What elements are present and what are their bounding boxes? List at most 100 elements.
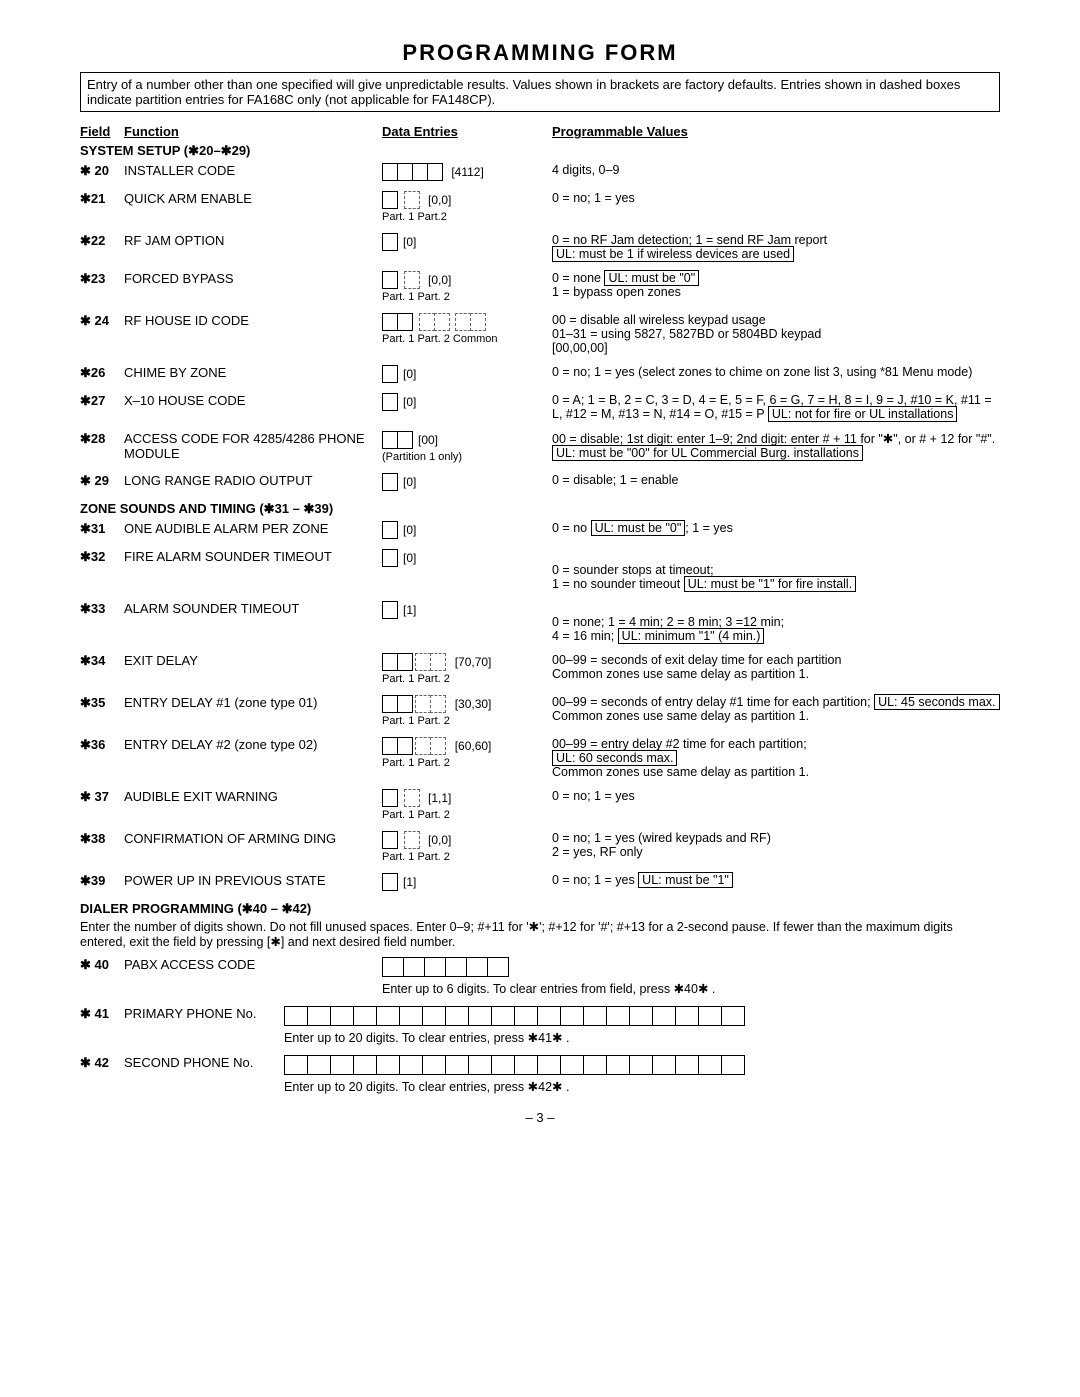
row-31: ✱31 ONE AUDIBLE ALARM PER ZONE [0] 0 = n…: [80, 521, 1000, 539]
function-label: QUICK ARM ENABLE: [124, 191, 382, 206]
field-num: ✱32: [80, 549, 124, 565]
function-label: LONG RANGE RADIO OUTPUT: [124, 473, 382, 488]
function-label: POWER UP IN PREVIOUS STATE: [124, 873, 382, 888]
page-number: – 3 –: [80, 1110, 1000, 1125]
data-entry: [0]: [382, 233, 552, 251]
field-num: ✱38: [80, 831, 124, 847]
prog-values: 0 = no; 1 = yes: [552, 789, 1000, 803]
row-36: ✱36 ENTRY DELAY #2 (zone type 02) [60,60…: [80, 737, 1000, 779]
field-num: ✱23: [80, 271, 124, 287]
row-34: ✱34 EXIT DELAY [70,70] Part. 1 Part. 2 0…: [80, 653, 1000, 685]
data-entry: Enter up to 6 digits. To clear entries f…: [382, 957, 715, 996]
row-29: ✱ 29 LONG RANGE RADIO OUTPUT [0] 0 = dis…: [80, 473, 1000, 491]
row-22: ✱22 RF JAM OPTION [0] 0 = no RF Jam dete…: [80, 233, 1000, 261]
function-label: INSTALLER CODE: [124, 163, 382, 178]
row-27: ✱27 X–10 HOUSE CODE [0] 0 = A; 1 = B, 2 …: [80, 393, 1000, 421]
field-num: ✱ 42: [80, 1055, 124, 1071]
field-num: ✱31: [80, 521, 124, 537]
field-num: ✱ 24: [80, 313, 124, 329]
field-num: ✱33: [80, 601, 124, 617]
field-num: ✱35: [80, 695, 124, 711]
field-num: ✱ 40: [80, 957, 124, 973]
field-num: ✱34: [80, 653, 124, 669]
prog-values: 0 = none UL: must be "0" 1 = bypass open…: [552, 271, 1000, 299]
prog-values: 00 = disable all wireless keypad usage 0…: [552, 313, 1000, 355]
dialer-note: Enter the number of digits shown. Do not…: [80, 919, 1000, 949]
data-entry: [70,70] Part. 1 Part. 2: [382, 653, 552, 685]
function-label: PRIMARY PHONE No.: [124, 1006, 284, 1021]
page-title: PROGRAMMING FORM: [80, 40, 1000, 66]
header-function: Function: [124, 124, 382, 139]
prog-values: 0 = sounder stops at timeout; 1 = no sou…: [552, 549, 1000, 591]
prog-values: 0 = disable; 1 = enable: [552, 473, 1000, 487]
data-entry: [1,1] Part. 1 Part. 2: [382, 789, 552, 821]
field-num: ✱ 20: [80, 163, 124, 179]
function-label: CHIME BY ZONE: [124, 365, 382, 380]
prog-values: 00–99 = seconds of exit delay time for e…: [552, 653, 1000, 681]
field-num: ✱28: [80, 431, 124, 447]
row-38: ✱38 CONFIRMATION OF ARMING DING [0,0] Pa…: [80, 831, 1000, 863]
prog-values: 0 = no; 1 = yes UL: must be "1": [552, 873, 1000, 887]
data-entry: [0,0] Part. 1 Part. 2: [382, 271, 552, 303]
function-label: ALARM SOUNDER TIMEOUT: [124, 601, 382, 616]
data-entry: [0]: [382, 473, 552, 491]
data-entry: [0]: [382, 393, 552, 411]
prog-values: 00–99 = seconds of entry delay #1 time f…: [552, 695, 1000, 723]
row-39: ✱39 POWER UP IN PREVIOUS STATE [1] 0 = n…: [80, 873, 1000, 891]
prog-values: 0 = no RF Jam detection; 1 = send RF Jam…: [552, 233, 1000, 261]
row-32: ✱32 FIRE ALARM SOUNDER TIMEOUT [0] 0 = s…: [80, 549, 1000, 591]
header-field: Field: [80, 124, 124, 139]
row-41: ✱ 41 PRIMARY PHONE No. Enter up to 20 di…: [80, 1006, 1000, 1045]
column-headers: Field Function Data Entries Programmable…: [80, 124, 1000, 139]
header-data: Data Entries: [382, 124, 552, 139]
row-26: ✱26 CHIME BY ZONE [0] 0 = no; 1 = yes (s…: [80, 365, 1000, 383]
function-label: ENTRY DELAY #2 (zone type 02): [124, 737, 382, 752]
function-label: X–10 HOUSE CODE: [124, 393, 382, 408]
field-num: ✱ 41: [80, 1006, 124, 1022]
section-zone: ZONE SOUNDS AND TIMING (✱31 – ✱39): [80, 501, 1000, 517]
function-label: ENTRY DELAY #1 (zone type 01): [124, 695, 382, 710]
data-entry: [4112]: [382, 163, 552, 181]
row-24: ✱ 24 RF HOUSE ID CODE Part. 1 Part. 2 Co…: [80, 313, 1000, 355]
data-entry: Part. 1 Part. 2 Common: [382, 313, 552, 345]
field-num: ✱ 29: [80, 473, 124, 489]
prog-values: 4 digits, 0–9: [552, 163, 1000, 177]
section-dialer: DIALER PROGRAMMING (✱40 – ✱42): [80, 901, 1000, 917]
function-label: SECOND PHONE No.: [124, 1055, 284, 1070]
data-entry: [00] (Partition 1 only): [382, 431, 552, 463]
function-label: FIRE ALARM SOUNDER TIMEOUT: [124, 549, 382, 564]
prog-values: 0 = A; 1 = B, 2 = C, 3 = D, 4 = E, 5 = F…: [552, 393, 1000, 421]
field-num: ✱21: [80, 191, 124, 207]
row-20: ✱ 20 INSTALLER CODE [4112] 4 digits, 0–9: [80, 163, 1000, 181]
function-label: CONFIRMATION OF ARMING DING: [124, 831, 382, 846]
prog-values: 0 = no; 1 = yes (select zones to chime o…: [552, 365, 1000, 379]
data-entry: [30,30] Part. 1 Part. 2: [382, 695, 552, 727]
data-entry: [0,0] Part. 1 Part. 2: [382, 831, 552, 863]
row-37: ✱ 37 AUDIBLE EXIT WARNING [1,1] Part. 1 …: [80, 789, 1000, 821]
data-entry: [0]: [382, 365, 552, 383]
prog-values: 00 = disable; 1st digit: enter 1–9; 2nd …: [552, 431, 1000, 460]
header-values: Programmable Values: [552, 124, 1000, 139]
row-40: ✱ 40 PABX ACCESS CODE Enter up to 6 digi…: [80, 957, 1000, 996]
function-label: RF JAM OPTION: [124, 233, 382, 248]
prog-values: 0 = no; 1 = yes: [552, 191, 1000, 205]
row-23: ✱23 FORCED BYPASS [0,0] Part. 1 Part. 2 …: [80, 271, 1000, 303]
row-35: ✱35 ENTRY DELAY #1 (zone type 01) [30,30…: [80, 695, 1000, 727]
data-entry: [0,0] Part. 1 Part.2: [382, 191, 552, 223]
row-28: ✱28 ACCESS CODE FOR 4285/4286 PHONE MODU…: [80, 431, 1000, 463]
field-num: ✱26: [80, 365, 124, 381]
data-entry: [0]: [382, 521, 552, 539]
field-num: ✱22: [80, 233, 124, 249]
data-entry: Enter up to 20 digits. To clear entries,…: [284, 1055, 744, 1094]
row-33: ✱33 ALARM SOUNDER TIMEOUT [1] 0 = none; …: [80, 601, 1000, 643]
prog-values: 0 = no UL: must be "0"; 1 = yes: [552, 521, 1000, 535]
function-label: RF HOUSE ID CODE: [124, 313, 382, 328]
function-label: AUDIBLE EXIT WARNING: [124, 789, 382, 804]
prog-values: 00–99 = entry delay #2 time for each par…: [552, 737, 1000, 779]
field-num: ✱39: [80, 873, 124, 889]
prog-values: 0 = no; 1 = yes (wired keypads and RF) 2…: [552, 831, 1000, 859]
field-num: ✱27: [80, 393, 124, 409]
function-label: FORCED BYPASS: [124, 271, 382, 286]
data-entry: [0]: [382, 549, 552, 567]
function-label: ACCESS CODE FOR 4285/4286 PHONE MODULE: [124, 431, 382, 461]
